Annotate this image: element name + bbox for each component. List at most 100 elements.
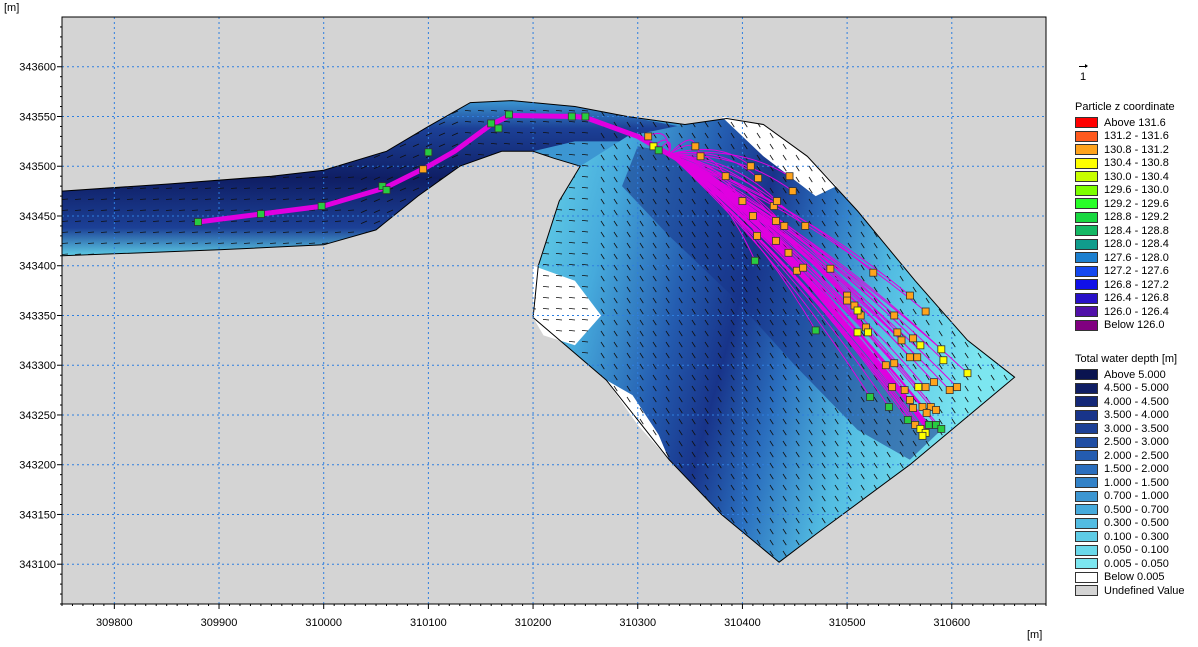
vector-arrow — [613, 286, 618, 293]
depth-legend-item: Below 0.005 — [1075, 571, 1195, 585]
vector-arrow — [769, 319, 774, 326]
vector-arrow — [782, 297, 787, 304]
vector-arrow — [308, 231, 316, 233]
particle-marker — [864, 328, 872, 337]
vector-arrow — [730, 363, 735, 370]
vector-arrow — [860, 385, 865, 392]
vector-arrow — [782, 352, 787, 359]
depth-legend-title: Total water depth [m] — [1075, 353, 1178, 365]
vector-arrow — [126, 209, 134, 211]
axes: 309800 309900 310000 310100 310200 310300 3104… — [19, 26, 1047, 629]
vector-arrow — [912, 363, 917, 370]
vector-arrow — [639, 154, 644, 161]
particle-marker — [581, 112, 590, 121]
vector-arrow — [769, 550, 774, 557]
depth-legend-item: 1.000 - 1.500 — [1075, 476, 1195, 490]
vector-arrow — [717, 242, 722, 249]
particle-marker — [953, 383, 961, 392]
vector-arrow — [555, 275, 563, 277]
particle-legend-swatch — [1075, 319, 1098, 331]
vector-arrow — [691, 352, 696, 359]
vector-arrow — [386, 165, 394, 169]
particle-legend-swatch — [1075, 306, 1098, 318]
vector-arrow — [321, 176, 329, 178]
vector-arrow — [782, 495, 787, 502]
vector-arrow — [886, 297, 891, 304]
vector-arrow — [652, 374, 657, 381]
vector-arrow — [951, 396, 956, 403]
particle-legend-swatch — [1075, 157, 1098, 169]
particle-legend-title: Particle z coordinate — [1075, 101, 1175, 113]
vector-arrow — [717, 418, 722, 425]
vector-arrow — [165, 242, 173, 244]
vector-arrow — [808, 352, 813, 359]
vector-arrow — [139, 187, 147, 189]
vector-arrow — [568, 286, 576, 288]
vector-arrow — [795, 363, 800, 370]
vector-arrow — [464, 110, 472, 112]
particle-marker — [785, 172, 794, 181]
vector-arrow — [795, 341, 800, 348]
vector-arrow — [295, 198, 303, 200]
vector-arrow — [743, 495, 748, 502]
vector-arrow — [321, 242, 329, 244]
vector-arrow — [782, 429, 787, 436]
vector-arrow — [568, 231, 576, 233]
vector-arrow — [743, 341, 748, 348]
vector-arrow — [665, 451, 670, 458]
vector-arrow — [756, 385, 761, 392]
vector-arrow — [568, 242, 576, 244]
depth-legend-label: 1.000 - 1.500 — [1104, 476, 1169, 489]
vector-arrow — [334, 176, 342, 178]
vector-arrow — [834, 374, 839, 381]
vector-arrow — [821, 363, 826, 370]
vector-arrow — [191, 209, 199, 211]
depth-legend-item: 4.500 - 5.000 — [1075, 382, 1195, 396]
vector-arrow — [769, 528, 774, 535]
depth-legend-swatch — [1075, 517, 1098, 529]
vector-arrow — [555, 220, 563, 222]
vector-arrow — [568, 253, 576, 255]
vector-arrow — [730, 154, 735, 161]
particle-track-strand — [668, 153, 919, 388]
particle-legend-item: 128.4 - 128.8 — [1075, 224, 1195, 238]
vector-arrow — [451, 132, 459, 136]
vector-arrow — [639, 308, 644, 315]
vector-arrow — [704, 253, 709, 260]
vector-arrow — [769, 440, 774, 447]
vector-arrow — [704, 363, 709, 370]
vector-arrow — [756, 440, 761, 447]
vector-arrow — [451, 143, 459, 147]
vector-arrow — [912, 308, 917, 315]
vector-arrow — [938, 308, 943, 315]
vector-arrow — [113, 209, 121, 211]
vector-arrow — [678, 319, 683, 326]
vector-arrow — [516, 132, 524, 134]
particle-marker — [932, 406, 940, 414]
vector-arrow — [769, 539, 774, 546]
vector-arrow — [613, 187, 618, 194]
y-tick-label: 343500 — [19, 161, 56, 173]
vector-arrow — [639, 231, 644, 238]
vector-arrow — [678, 286, 683, 293]
vector-arrow — [678, 308, 683, 315]
vector-arrow — [730, 484, 735, 491]
particle-marker — [644, 132, 653, 141]
vector-arrow — [730, 143, 735, 150]
vector-arrow — [639, 297, 644, 304]
vector-arrow — [834, 385, 839, 392]
vector-arrow — [665, 330, 670, 337]
vector-arrow — [795, 198, 800, 205]
vector-arrow — [626, 121, 631, 128]
particle-track-strand — [669, 153, 778, 202]
vector-arrow — [925, 297, 930, 304]
vector-arrow — [847, 220, 852, 227]
depth-legend-label: 0.100 - 0.300 — [1104, 530, 1169, 543]
vector-arrow — [542, 319, 550, 321]
vector-arrow — [821, 517, 826, 524]
vector-arrow — [717, 132, 722, 139]
vector-arrow — [295, 187, 303, 189]
vector-arrow — [665, 429, 670, 436]
vector-arrow — [639, 418, 644, 425]
